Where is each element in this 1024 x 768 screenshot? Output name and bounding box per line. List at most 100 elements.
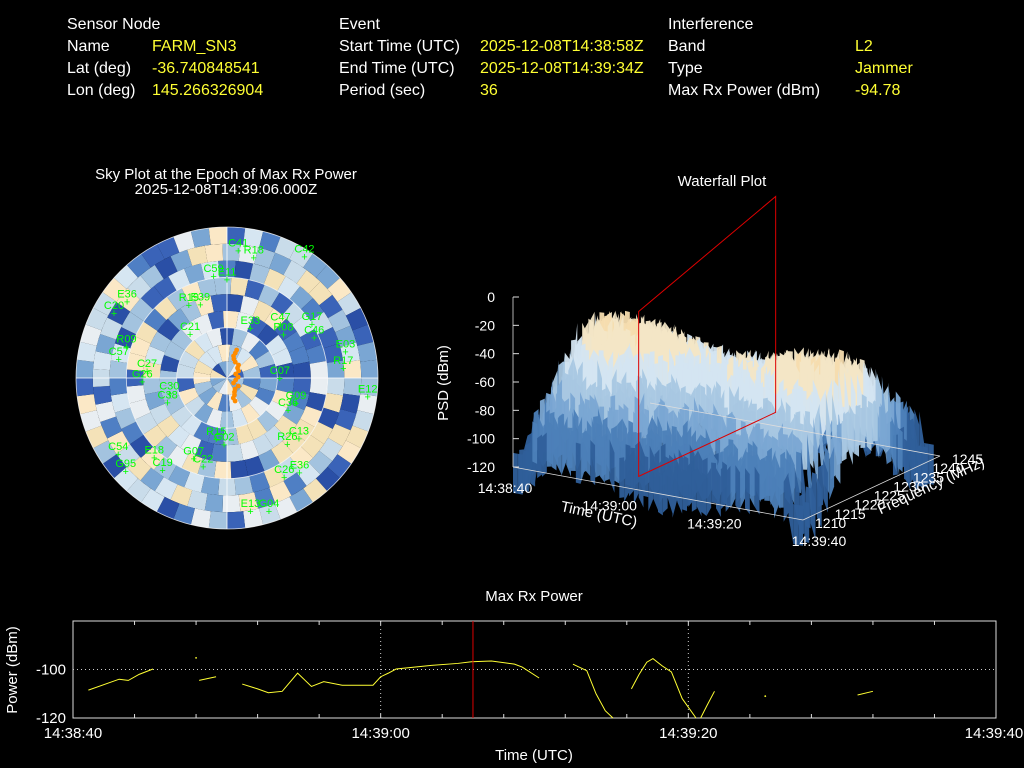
- waterfall-z-tick-label: 0: [487, 289, 495, 305]
- waterfall-cell: [517, 453, 523, 495]
- waterfall-cell: [667, 458, 673, 514]
- power-x-tick-label: 14:38:40: [44, 725, 102, 742]
- waterfall-cell: [825, 393, 831, 469]
- sensor-name-label: Name: [67, 38, 110, 55]
- waterfall-cell: [691, 468, 697, 512]
- waterfall-freq-tick-label: 1230: [893, 478, 924, 494]
- sensor-node-title: Sensor Node: [67, 16, 161, 33]
- waterfall-cell: [595, 435, 600, 478]
- waterfall-cell: [810, 483, 816, 541]
- event-period-value: 36: [480, 82, 498, 99]
- power-y-tick-label: -120: [36, 710, 66, 727]
- waterfall-freq-axis: [802, 455, 941, 521]
- waterfall-cell: [537, 434, 542, 479]
- waterfall-z-tick-label: -100: [467, 431, 495, 447]
- interference-power-value: -94.78: [855, 82, 901, 99]
- waterfall-cell: [575, 442, 581, 484]
- waterfall-cell: [793, 504, 799, 545]
- waterfall-cell: [696, 466, 702, 517]
- waterfall-cell: [585, 430, 591, 477]
- waterfall-freq-tick-label: 1220: [854, 497, 885, 513]
- waterfall-back-axis: [649, 402, 941, 457]
- power-series-segment: [88, 668, 154, 691]
- waterfall-cell: [816, 477, 822, 529]
- waterfall-cell: [580, 427, 586, 484]
- power-x-tick-label: 14:39:40: [965, 725, 1023, 742]
- waterfall-cell: [522, 435, 528, 495]
- waterfall-cell: [802, 429, 808, 470]
- waterfall-cell: [922, 446, 928, 488]
- sensor-lon-value: 145.266326904: [152, 82, 264, 99]
- interference-band-label: Band: [668, 38, 706, 55]
- waterfall-cell: [804, 502, 810, 543]
- waterfall-cell: [910, 434, 916, 484]
- event-info: Event Start Time (UTC) 2025-12-08T14:38:5…: [339, 14, 644, 102]
- power-grid: [72, 621, 997, 718]
- power-y-tick-label: -100: [36, 662, 66, 679]
- sensor-lon-label: Lon (deg): [67, 82, 136, 99]
- waterfall-cell: [532, 421, 538, 464]
- waterfall-z-tick-label: -20: [475, 317, 495, 333]
- waterfall-cell: [513, 452, 518, 494]
- waterfall-cell: [629, 450, 634, 497]
- maxrx-title: Max Rx Power: [485, 588, 583, 605]
- waterfall-cell: [677, 462, 683, 514]
- waterfall-cell: [638, 457, 644, 508]
- interference-band-value: L2: [855, 38, 873, 55]
- power-tick-labels: 14:38:40 14:39:00 14:39:20 14:39:40 -100 -120: [36, 662, 1023, 743]
- interference-power-label: Max Rx Power (dBm): [668, 82, 821, 99]
- waterfall-cell: [682, 469, 687, 511]
- waterfall-cell: [546, 426, 552, 467]
- waterfall-surface: [513, 310, 934, 546]
- waterfall-cell: [662, 468, 668, 513]
- waterfall-cell: [590, 440, 596, 486]
- event-start-label: Start Time (UTC): [339, 38, 460, 55]
- waterfall-freq-tick-label: 1245: [952, 451, 983, 467]
- waterfall-cell: [879, 406, 884, 449]
- power-point: [195, 656, 197, 659]
- interference-title: Interference: [668, 16, 754, 33]
- waterfall-cell: [648, 459, 654, 512]
- waterfall-cell: [740, 458, 745, 509]
- interference-type-value: Jammer: [855, 60, 913, 77]
- waterfall-cell: [614, 440, 620, 484]
- waterfall-time-tick-label: 14:39:00: [582, 498, 637, 514]
- waterfall-cell: [854, 413, 860, 457]
- event-end-value: 2025-12-08T14:39:34Z: [480, 60, 644, 77]
- power-x-axis-label: Time (UTC): [495, 747, 573, 764]
- waterfall-z-tick-label: -60: [475, 374, 495, 390]
- sensor-node-info: Sensor Node Name FARM_SN3 Lat (deg) -36.74…: [67, 14, 263, 102]
- waterfall-cell: [735, 465, 741, 513]
- waterfall-title: Waterfall Plot: [677, 173, 767, 190]
- waterfall-cell: [701, 472, 707, 516]
- waterfall-cell: [619, 457, 625, 498]
- skyplot-subtitle: 2025-12-08T14:39:06.000Z: [134, 181, 318, 198]
- waterfall-cell: [764, 460, 770, 501]
- power-x-tick-label: 14:39:20: [659, 725, 717, 742]
- waterfall-cell: [821, 389, 826, 440]
- event-period-label: Period (sec): [339, 82, 426, 99]
- waterfall-time-tick-label: 14:38:40: [478, 480, 533, 496]
- interference-info: Interference Band L2 Type Jammer Max Rx Po…: [668, 14, 913, 102]
- waterfall-cell: [774, 464, 779, 519]
- waterfall-cell: [542, 432, 547, 477]
- event-title: Event: [339, 16, 380, 33]
- power-x-tick-label: 14:39:00: [351, 725, 409, 742]
- waterfall-cell: [860, 407, 866, 449]
- waterfall-freq-tick-label: 1210: [815, 515, 846, 531]
- power-series-segment: [572, 663, 614, 719]
- waterfall-z-tick-label: -120: [467, 459, 495, 475]
- power-point: [764, 695, 767, 698]
- waterfall-cell: [872, 400, 878, 442]
- waterfall-cell: [841, 418, 847, 462]
- waterfall-cell: [847, 409, 853, 465]
- waterfall-cell: [561, 422, 567, 476]
- interference-type-label: Type: [668, 60, 703, 77]
- waterfall-cell: [566, 424, 571, 477]
- waterfall-cell: [891, 416, 897, 472]
- waterfall-time-tick-label: 14:39:40: [792, 533, 847, 549]
- waterfall-cell: [725, 465, 731, 512]
- waterfall-epoch-marker: [638, 195, 777, 478]
